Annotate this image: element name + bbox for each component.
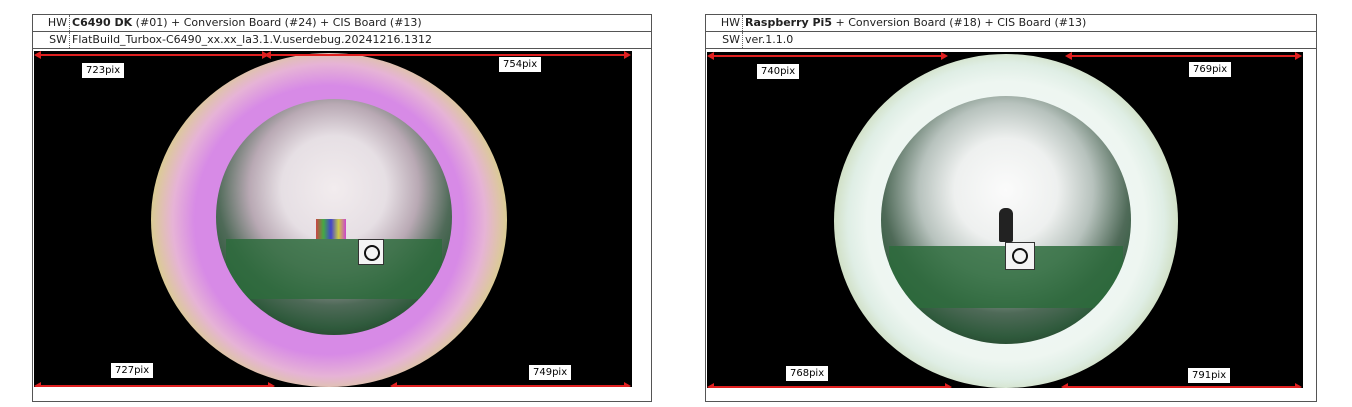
- measure-bottom-right: [1063, 386, 1299, 388]
- label-top-left: 723pix: [82, 63, 125, 78]
- sw-key: SW: [33, 32, 70, 48]
- hw-value: Raspberry Pi5 + Conversion Board (#18) +…: [745, 15, 1316, 31]
- measure-top-left: [36, 54, 264, 56]
- hw-board-name: Raspberry Pi5: [745, 16, 832, 29]
- measure-bottom-left: [709, 386, 949, 388]
- measure-bottom-right: [392, 385, 628, 387]
- label-top-right: 754pix: [499, 57, 542, 72]
- hw-board-details: (#01) + Conversion Board (#24) + CIS Boa…: [132, 16, 422, 29]
- label-bottom-left: 727pix: [111, 363, 154, 378]
- hw-value: C6490 DK (#01) + Conversion Board (#24) …: [72, 15, 651, 31]
- arrow-icon: [1065, 52, 1072, 60]
- arrow-icon: [34, 51, 41, 59]
- measure-top-right: [1067, 55, 1299, 57]
- target-chart: [358, 239, 384, 265]
- arrow-icon: [707, 383, 714, 388]
- arrow-icon: [34, 382, 41, 387]
- label-top-right: 769pix: [1189, 62, 1232, 77]
- arrow-icon: [624, 382, 631, 387]
- label-bottom-right: 749pix: [529, 365, 572, 380]
- measure-top-left: [709, 55, 945, 57]
- arrow-icon: [624, 51, 631, 59]
- hw-key: HW: [33, 15, 70, 31]
- arrow-icon: [1295, 383, 1302, 388]
- label-bottom-right: 791pix: [1188, 368, 1231, 383]
- person-figure: [999, 208, 1013, 242]
- comparison-panel-raspberry-pi5: HW Raspberry Pi5 + Conversion Board (#18…: [705, 14, 1317, 402]
- office-desk: [226, 239, 442, 299]
- hw-row: HW Raspberry Pi5 + Conversion Board (#18…: [706, 15, 1316, 32]
- measure-bottom-left: [36, 385, 272, 387]
- arrow-icon: [390, 382, 397, 387]
- label-bottom-left: 768pix: [786, 366, 829, 381]
- arrow-icon: [707, 52, 714, 60]
- fisheye-capture: 740pix 769pix 768pix 791pix: [707, 52, 1303, 388]
- comparison-panel-c6490: HW C6490 DK (#01) + Conversion Board (#2…: [32, 14, 652, 402]
- sw-value: FlatBuild_Turbox-C6490_xx.xx_la3.1.V.use…: [72, 33, 433, 46]
- arrow-icon: [1295, 52, 1302, 60]
- hw-board-details: + Conversion Board (#18) + CIS Board (#1…: [832, 16, 1087, 29]
- arrow-icon: [1061, 383, 1068, 388]
- fisheye-capture: 723pix 754pix 727pix 749pix: [34, 51, 632, 387]
- arrow-icon: [264, 51, 271, 59]
- color-chart: [316, 219, 346, 239]
- sw-value: ver.1.1.0: [745, 33, 794, 46]
- sw-row: SW ver.1.1.0: [706, 32, 1316, 49]
- fisheye-scene: [216, 99, 452, 335]
- sw-row: SW FlatBuild_Turbox-C6490_xx.xx_la3.1.V.…: [33, 32, 651, 49]
- sw-key: SW: [706, 32, 743, 48]
- arrow-icon: [945, 383, 952, 388]
- target-chart: [1005, 242, 1035, 270]
- arrow-icon: [268, 382, 275, 387]
- measure-top-right: [266, 54, 628, 56]
- hw-row: HW C6490 DK (#01) + Conversion Board (#2…: [33, 15, 651, 32]
- label-top-left: 740pix: [757, 64, 800, 79]
- fisheye-scene: [881, 96, 1131, 344]
- hw-board-name: C6490 DK: [72, 16, 133, 29]
- hw-key: HW: [706, 15, 743, 31]
- arrow-icon: [941, 52, 948, 60]
